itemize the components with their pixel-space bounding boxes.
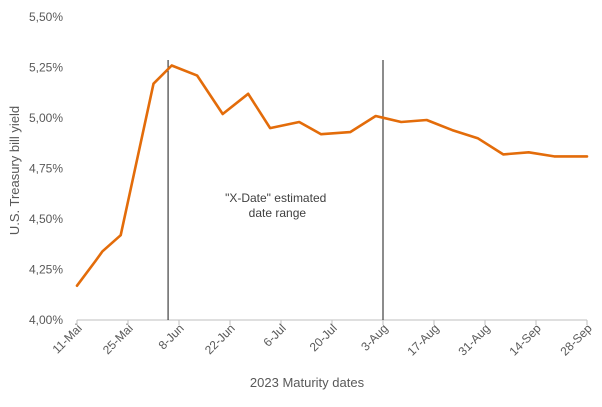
x-date-annotation-line-2: date range [249, 206, 307, 220]
y-tick-label: 4,75% [29, 162, 63, 176]
x-axis-ticks: 11-Mai 25-Mai 8-Jun 22-Jun 6-Jul 20-Jul 3-Aug 1… [50, 320, 595, 358]
x-tick-label: 22-Jun [202, 321, 238, 357]
y-axis-title: U.S. Treasury bill yield [7, 106, 22, 235]
x-tick-label: 20-Jul [307, 321, 340, 354]
y-tick-label: 5,00% [29, 111, 63, 125]
x-tick-label: 3-Aug [358, 321, 391, 354]
x-date-range-lines [167, 60, 384, 320]
y-tick-label: 4,50% [29, 212, 63, 226]
y-tick-label: 5,50% [29, 10, 63, 24]
x-tick-label: 28-Sep [558, 321, 595, 358]
x-tick-label: 25-Mai [100, 321, 136, 357]
x-date-annotation: "X-Date" estimated date range [225, 191, 330, 220]
x-tick-label: 17-Aug [405, 321, 442, 358]
y-tick-label: 5,25% [29, 61, 63, 75]
x-tick-label: 6-Jul [260, 321, 288, 349]
x-tick-label: 14-Sep [507, 321, 544, 358]
x-date-annotation-line-1: "X-Date" estimated [225, 191, 326, 205]
y-tick-label: 4,00% [29, 313, 63, 327]
y-axis-ticks: 4,00% 4,25% 4,50% 4,75% 5,00% 5,25% 5,50% [29, 10, 63, 327]
x-tick-label: 8-Jun [156, 321, 187, 352]
y-tick-label: 4,25% [29, 263, 63, 277]
series-line [75, 64, 589, 287]
x-axis-title: 2023 Maturity dates [250, 375, 365, 390]
x-tick-label: 31-Aug [456, 321, 493, 358]
